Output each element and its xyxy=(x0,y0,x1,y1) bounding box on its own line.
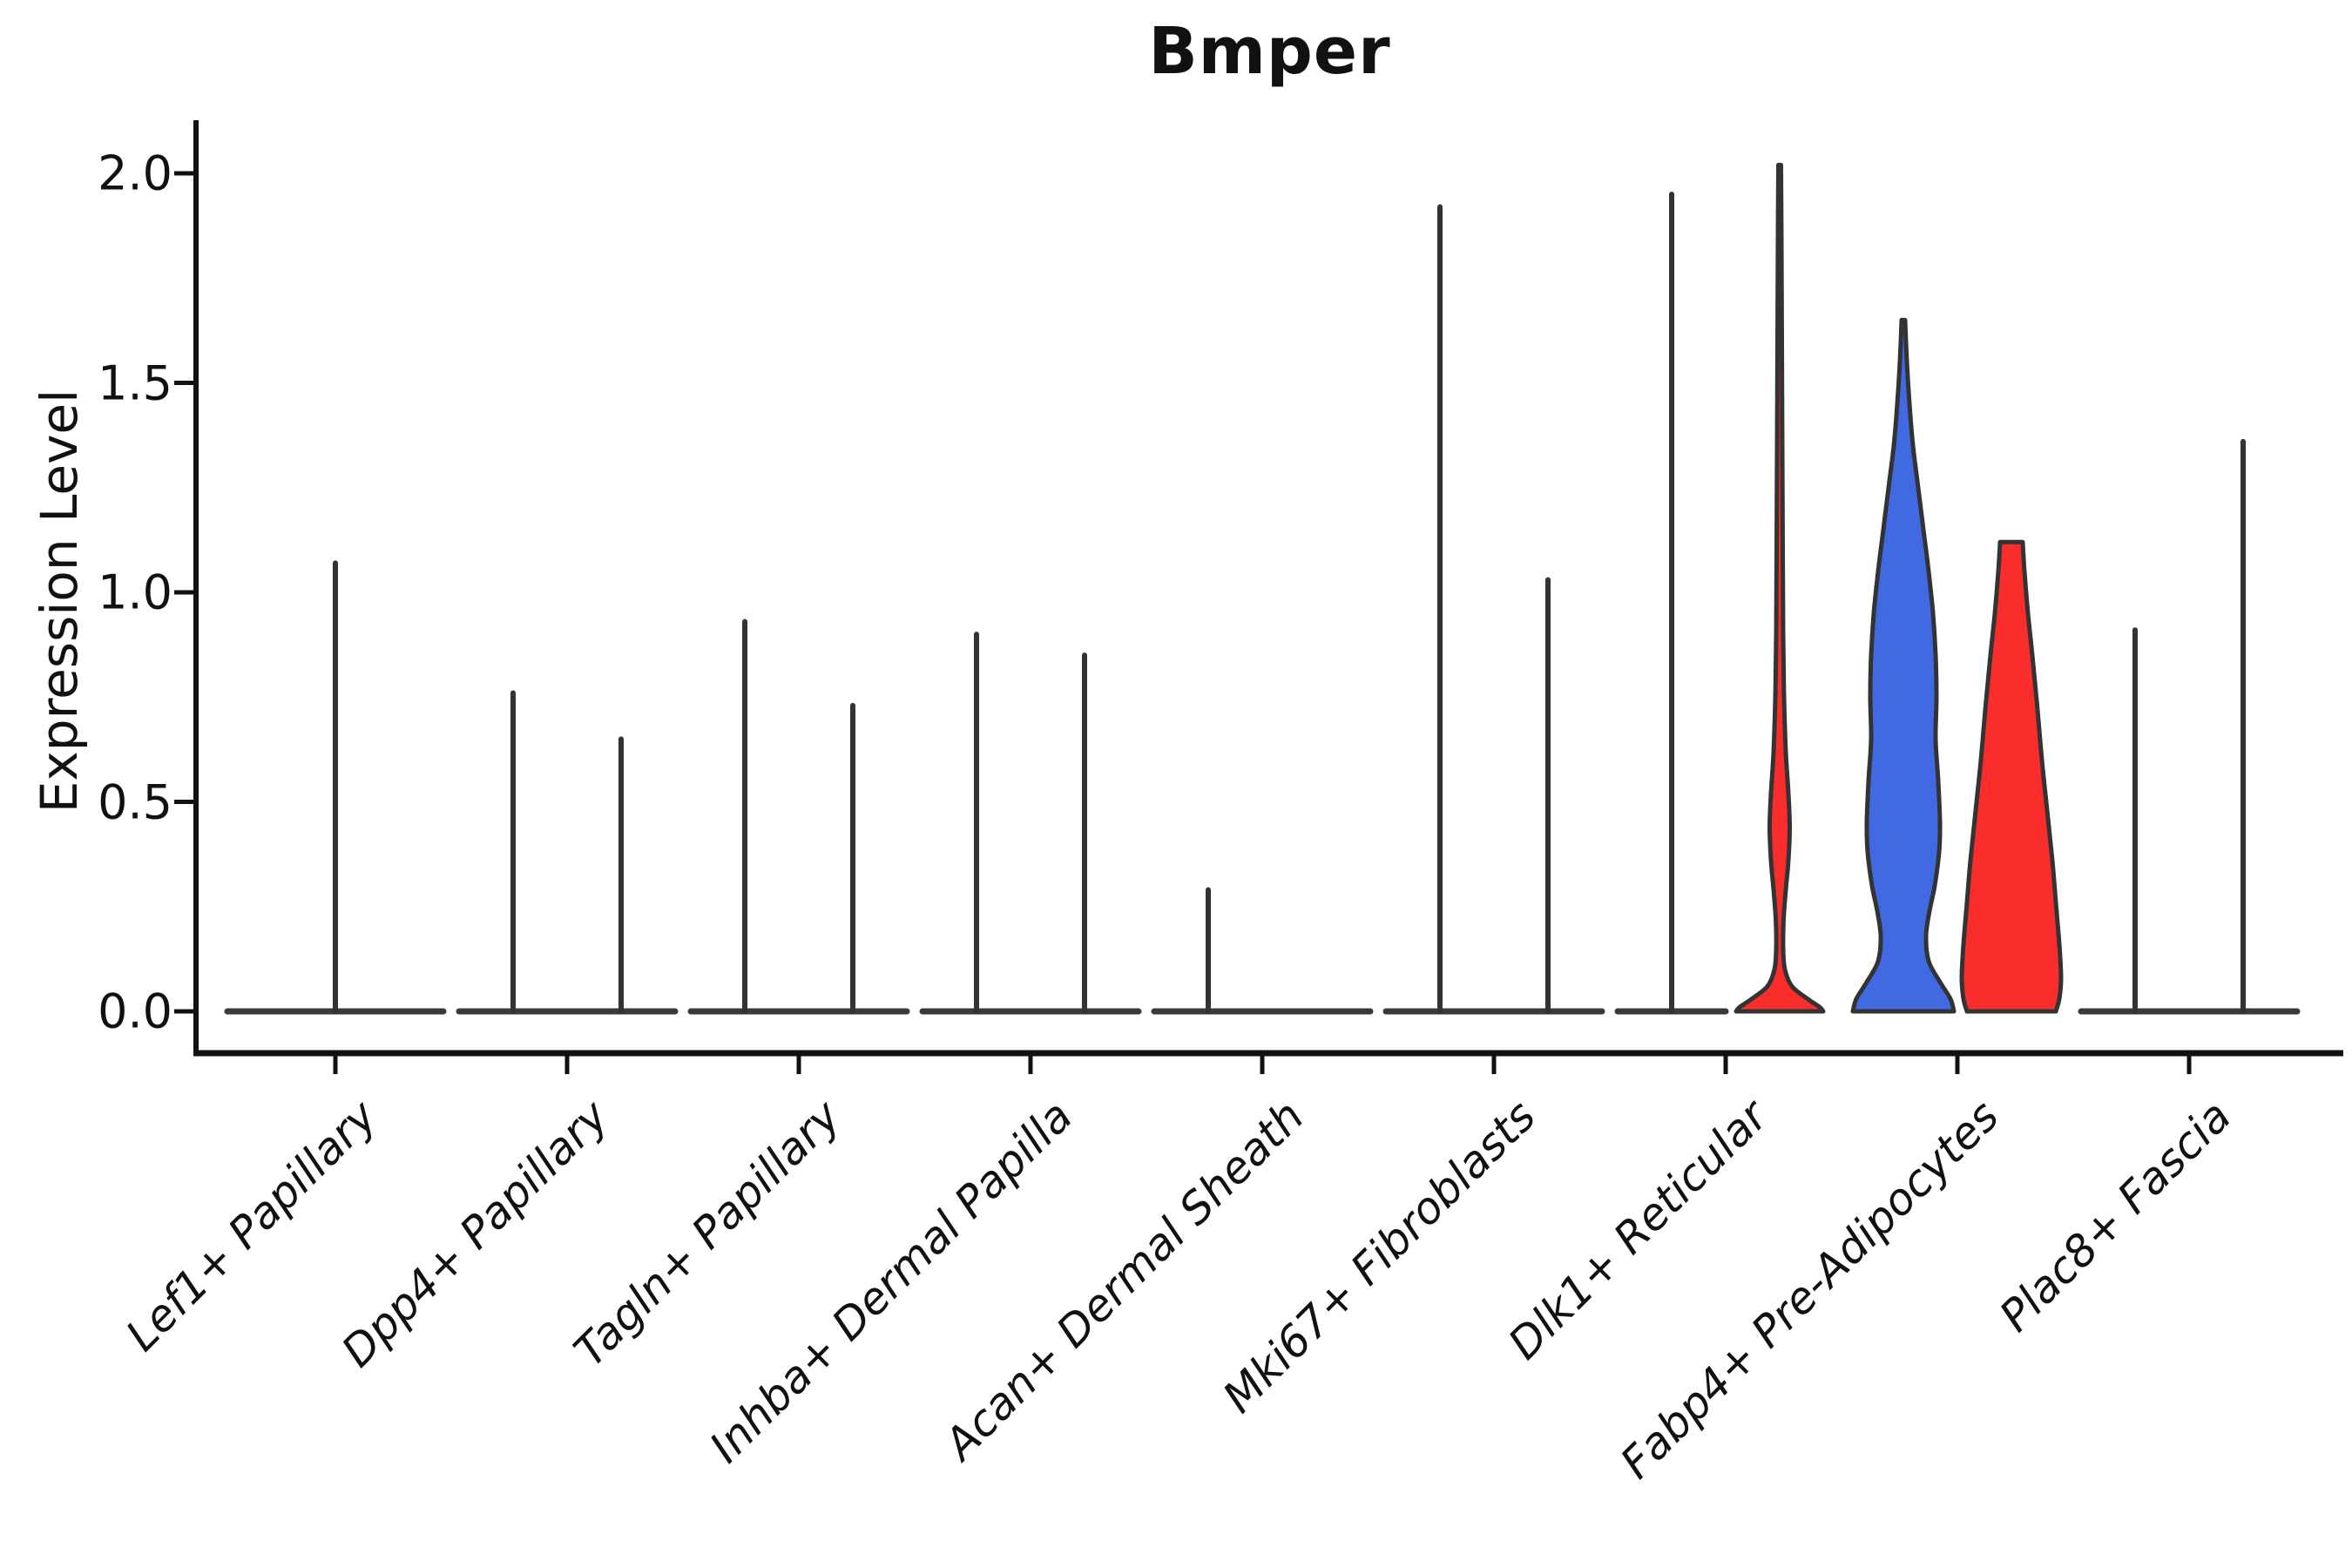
violin-dlk1-reticular-right xyxy=(1734,162,1826,1014)
y-tick-label: 1.0 xyxy=(98,564,172,620)
y-axis-label: Expression Level xyxy=(30,389,89,814)
violin-fabp4-pre-adipocytes-left xyxy=(1850,317,1957,1014)
y-tick-label: 0.5 xyxy=(98,774,172,830)
violin-fabp4-pre-adipocytes-right xyxy=(1959,539,2064,1014)
y-tick-label: 2.0 xyxy=(98,145,172,201)
chart-title: Bmper xyxy=(1148,14,1391,89)
y-tick-label: 1.5 xyxy=(98,355,172,411)
y-tick-label: 0.0 xyxy=(98,983,172,1039)
